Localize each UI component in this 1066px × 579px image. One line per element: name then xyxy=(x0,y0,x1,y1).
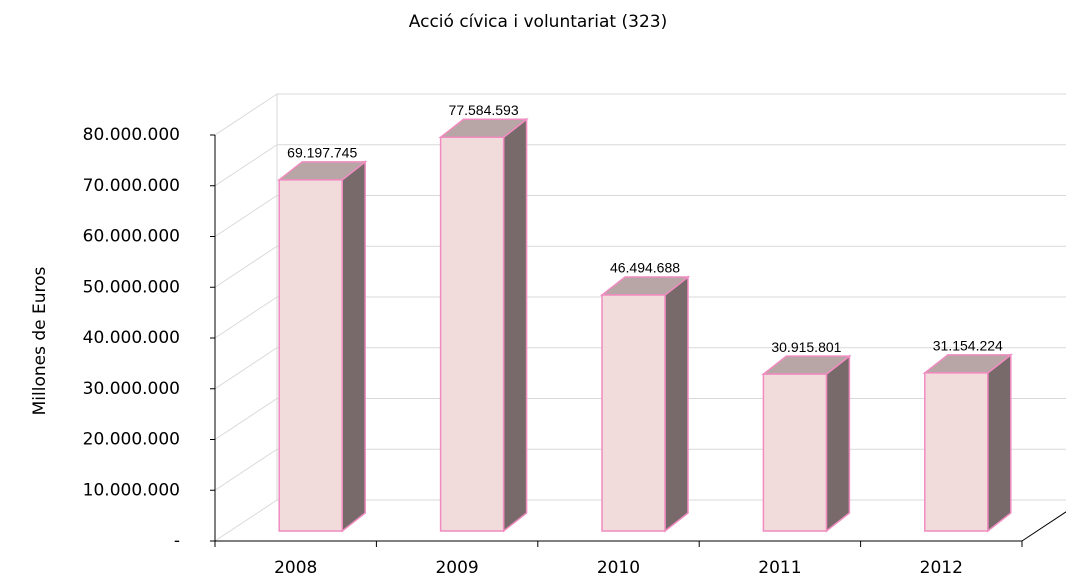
grid-line xyxy=(214,499,278,542)
grid-line xyxy=(214,398,278,440)
data-label: 46.494.688 xyxy=(610,260,680,276)
data-label: 30.915.801 xyxy=(771,339,841,355)
data-label: 31.154.224 xyxy=(933,338,1003,354)
bar-side xyxy=(341,160,366,533)
grid-line xyxy=(214,195,278,237)
bar-side xyxy=(825,354,851,533)
bar-front xyxy=(278,179,343,532)
bar-front xyxy=(762,373,828,532)
grid-line xyxy=(214,347,278,390)
x-tick-label: 2009 xyxy=(435,558,478,578)
y-tick-label: 60.000.000 xyxy=(83,227,180,247)
bar-front xyxy=(601,294,666,532)
chart-title: Acció cívica i voluntariat (323) xyxy=(409,12,667,32)
y-tick-label: 10.000.000 xyxy=(83,480,180,500)
y-tick-label: 40.000.000 xyxy=(83,328,180,348)
bar xyxy=(438,117,529,533)
bar-front xyxy=(439,136,505,532)
bar-side xyxy=(987,353,1012,533)
grid-line xyxy=(214,144,278,187)
x-tick-label: 2011 xyxy=(758,558,801,578)
bar xyxy=(922,353,1013,533)
grid-line xyxy=(214,448,278,491)
grid-line xyxy=(214,245,278,288)
grid-line xyxy=(214,296,278,339)
y-tick-label: - xyxy=(174,531,180,551)
x-tick-label: 2008 xyxy=(274,558,317,578)
bar xyxy=(599,275,691,533)
x-tick-label: 2012 xyxy=(920,558,963,578)
y-tick-label: 20.000.000 xyxy=(83,430,180,450)
bar-front xyxy=(924,372,989,532)
y-axis-label: Millones de Euros xyxy=(30,266,50,415)
y-tick-label: 80.000.000 xyxy=(83,125,180,145)
grid-line xyxy=(214,93,278,136)
y-tick-label: 70.000.000 xyxy=(83,176,180,196)
floor-right xyxy=(1021,511,1066,542)
bar xyxy=(761,354,852,533)
y-tick-label: 50.000.000 xyxy=(83,277,180,297)
data-label: 69.197.745 xyxy=(287,145,357,161)
data-label: 77.584.593 xyxy=(449,102,519,118)
y-tick-label: 30.000.000 xyxy=(83,379,180,399)
bar xyxy=(277,160,368,533)
bar-side xyxy=(502,117,528,533)
bar-side xyxy=(664,275,689,533)
x-tick-label: 2010 xyxy=(597,558,640,578)
